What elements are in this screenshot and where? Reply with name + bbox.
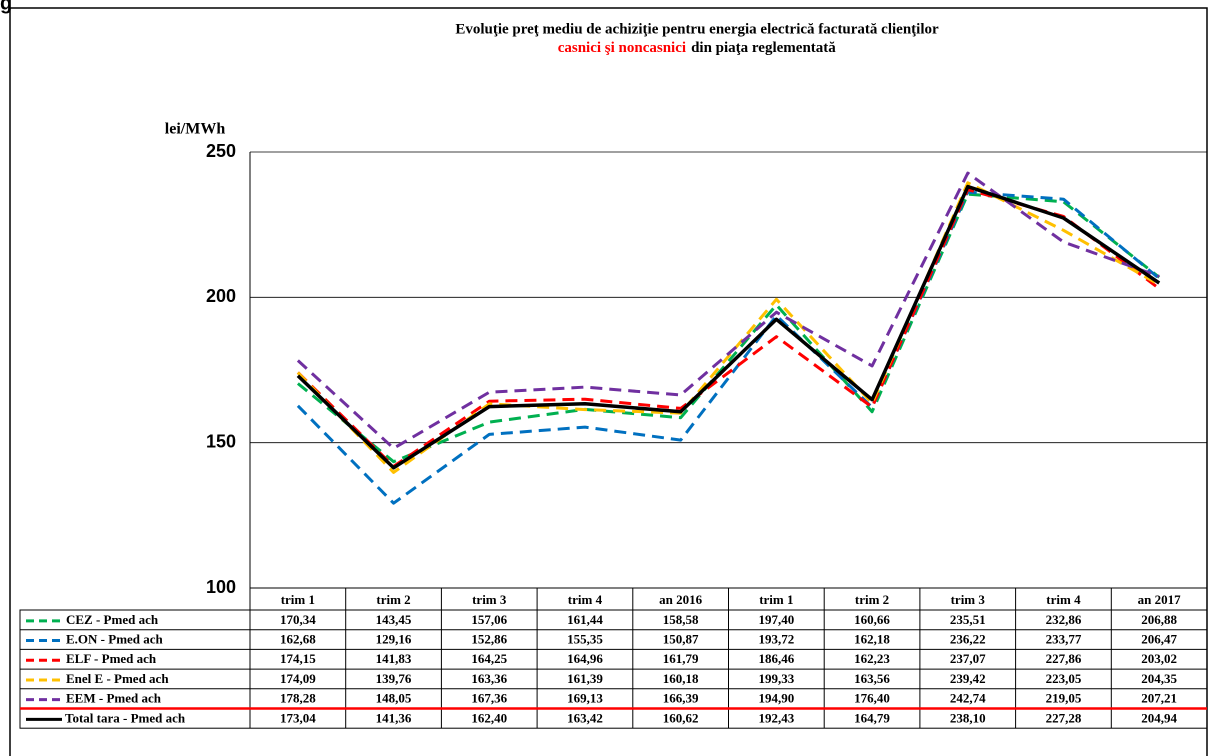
legend-label: EEM - Pmed ach	[66, 691, 162, 706]
table-cell: 160,62	[663, 710, 699, 725]
table-cell: 233,77	[1046, 632, 1082, 647]
table-cell: 161,44	[567, 612, 603, 627]
table-cell: 194,90	[758, 691, 794, 706]
table-cell: 232,86	[1046, 612, 1082, 627]
table-cell: 162,40	[471, 710, 507, 725]
series-line	[296, 188, 1161, 468]
table-cell: 193,72	[758, 632, 794, 647]
table-cell: 162,23	[854, 651, 890, 666]
table-cell: 186,46	[758, 651, 794, 666]
x-tick-label: trim 4	[568, 592, 603, 607]
x-tick-label: trim 1	[759, 592, 793, 607]
table-cell: 162,18	[854, 632, 890, 647]
table-cell: 170,34	[280, 612, 316, 627]
series-line	[296, 171, 1160, 450]
table-cell: 163,56	[854, 671, 890, 686]
x-tick-label: trim 4	[1046, 592, 1081, 607]
table-cell: 162,68	[280, 632, 316, 647]
table-cell: 227,86	[1046, 651, 1082, 666]
series-line	[296, 190, 1161, 505]
table-cell: 161,79	[663, 651, 699, 666]
table-cell: 206,88	[1141, 612, 1177, 627]
x-tick-label: trim 3	[472, 592, 507, 607]
x-tick-label: trim 1	[281, 592, 315, 607]
table-cell: 163,36	[471, 671, 507, 686]
title-rest: din piaţa reglementată	[691, 40, 836, 56]
y-tick-label: 100	[206, 577, 236, 597]
table-cell: 163,42	[567, 710, 603, 725]
corner-text: g	[0, 0, 12, 14]
table-cell: 139,76	[376, 671, 412, 686]
y-axis-label: lei/MWh	[165, 121, 226, 138]
table-cell: 192,43	[758, 710, 794, 725]
table-cell: 178,28	[280, 691, 316, 706]
table-cell: 157,06	[471, 612, 507, 627]
table-cell: 203,02	[1141, 651, 1177, 666]
table-cell: 237,07	[950, 651, 986, 666]
chart-subtitle: casnici şi noncasnici din piaţa reglement…	[558, 40, 837, 56]
legend-label: ELF - Pmed ach	[66, 651, 157, 666]
table-cell: 141,36	[376, 710, 412, 725]
legend-label: CEZ - Pmed ach	[66, 612, 159, 627]
legend-label: Enel E - Pmed ach	[66, 671, 169, 686]
table-cell: 164,96	[567, 651, 603, 666]
table-cell: 152,86	[471, 632, 507, 647]
x-tick-label: trim 3	[951, 592, 986, 607]
table-cell: 158,58	[663, 612, 699, 627]
table-cell: 204,94	[1141, 710, 1177, 725]
table-cell: 199,33	[758, 671, 794, 686]
x-tick-label: an 2016	[659, 592, 702, 607]
table-cell: 235,51	[950, 612, 986, 627]
y-tick-label: 250	[206, 141, 236, 161]
x-tick-label: trim 2	[855, 592, 889, 607]
table-cell: 197,40	[758, 612, 794, 627]
table-cell: 204,35	[1141, 671, 1177, 686]
table-cell: 207,21	[1141, 691, 1177, 706]
table-cell: 167,36	[471, 691, 507, 706]
y-tick-label: 200	[206, 286, 236, 306]
table-cell: 161,39	[567, 671, 603, 686]
y-tick-label: 150	[206, 431, 236, 451]
series-line	[296, 192, 1161, 464]
table-cell: 148,05	[376, 691, 412, 706]
table-cell: 129,16	[376, 632, 412, 647]
x-tick-label: an 2017	[1138, 592, 1181, 607]
title-highlight: casnici şi noncasnici	[558, 40, 686, 56]
chart-frame	[9, 7, 1208, 756]
series-line	[296, 184, 1161, 470]
legend-label: E.ON - Pmed ach	[66, 632, 164, 647]
chart-title: Evoluţie preţ mediu de achiziţie pentru …	[455, 21, 939, 37]
table-cell: 150,87	[663, 632, 699, 647]
table-cell: 141,83	[376, 651, 412, 666]
table-cell: 173,04	[280, 710, 316, 725]
table-cell: 143,45	[376, 612, 412, 627]
x-tick-label: trim 2	[376, 592, 410, 607]
table-cell: 166,39	[663, 691, 699, 706]
table-cell: 236,22	[950, 632, 986, 647]
table-cell: 227,28	[1046, 710, 1082, 725]
table-cell: 160,18	[663, 671, 699, 686]
table-cell: 223,05	[1046, 671, 1082, 686]
table-cell: 219,05	[1046, 691, 1082, 706]
table-cell: 176,40	[854, 691, 890, 706]
table-cell: 160,66	[854, 612, 890, 627]
table-cell: 174,15	[280, 651, 316, 666]
table-cell: 206,47	[1141, 632, 1177, 647]
table-cell: 164,79	[854, 710, 890, 725]
table-cell: 164,25	[471, 651, 507, 666]
table-cell: 169,13	[567, 691, 603, 706]
legend-label: Total tara - Pmed ach	[65, 710, 186, 725]
table-cell: 174,09	[280, 671, 316, 686]
table-cell: 242,74	[950, 691, 986, 706]
table-cell: 239,42	[950, 671, 986, 686]
table-cell: 155,35	[567, 632, 603, 647]
table-cell: 238,10	[950, 710, 986, 725]
